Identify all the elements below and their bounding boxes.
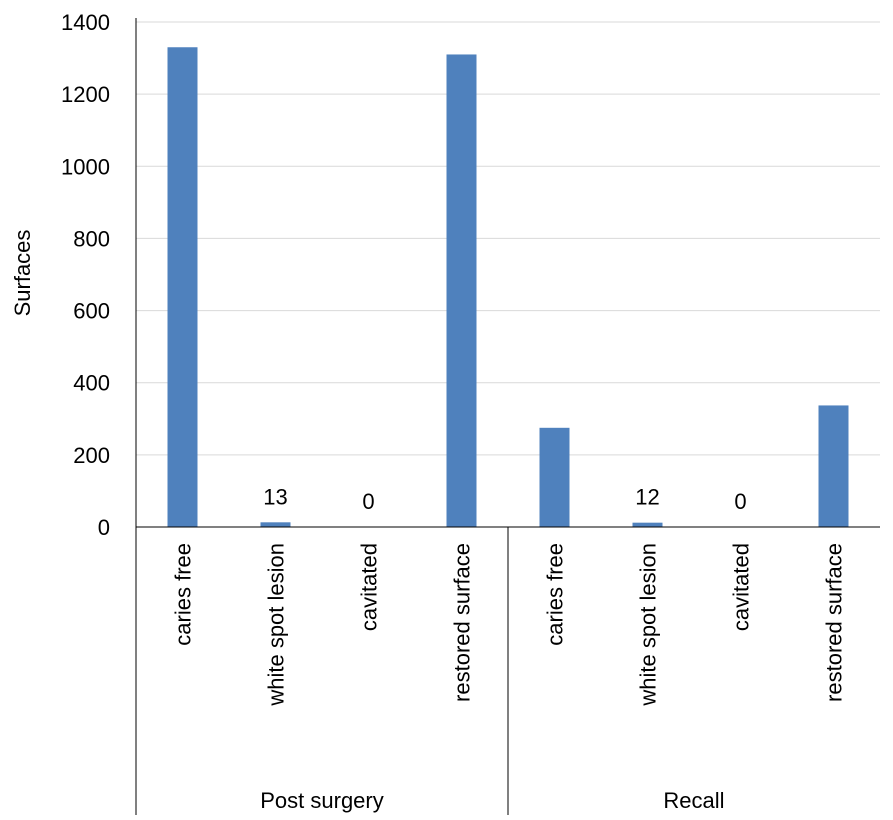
x-category-label: cavitated: [357, 543, 382, 631]
axes: [135, 18, 880, 815]
data-label: 0: [734, 489, 746, 514]
y-tick-label: 0: [98, 515, 110, 540]
x-group-labels: Post surgery Recall: [260, 788, 724, 813]
data-labels: 13 0 12 0: [263, 484, 746, 514]
bar: [446, 54, 477, 527]
y-tick-label: 1400: [61, 10, 110, 35]
data-label: 13: [263, 484, 287, 509]
y-tick-label: 200: [73, 443, 110, 468]
x-category-label: restored surface: [822, 543, 847, 702]
x-group-label: Post surgery: [260, 788, 384, 813]
x-category-label: restored surface: [450, 543, 475, 702]
y-tick-labels: 0 200 400 600 800 1000 1200 1400: [61, 10, 110, 540]
y-tick-label: 600: [73, 299, 110, 324]
bar: [167, 47, 198, 527]
data-label: 0: [362, 489, 374, 514]
x-category-labels: caries free white spot lesion cavitated res…: [171, 543, 847, 707]
x-category-label: cavitated: [729, 543, 754, 631]
x-category-label: white spot lesion: [636, 543, 661, 707]
bar: [260, 522, 291, 527]
bar: [632, 522, 663, 527]
y-axis-label: Surfaces: [10, 230, 35, 317]
gridlines: [136, 21, 880, 456]
y-tick-label: 1200: [61, 82, 110, 107]
y-tick-label: 400: [73, 371, 110, 396]
x-category-label: caries free: [171, 543, 196, 646]
y-tick-label: 1000: [61, 154, 110, 179]
bar: [818, 405, 849, 527]
data-label: 12: [635, 485, 659, 510]
y-tick-label: 800: [73, 226, 110, 251]
x-group-label: Recall: [663, 788, 724, 813]
bars: [167, 47, 849, 527]
x-category-label: caries free: [543, 543, 568, 646]
bar: [539, 427, 570, 527]
x-category-label: white spot lesion: [264, 543, 289, 707]
